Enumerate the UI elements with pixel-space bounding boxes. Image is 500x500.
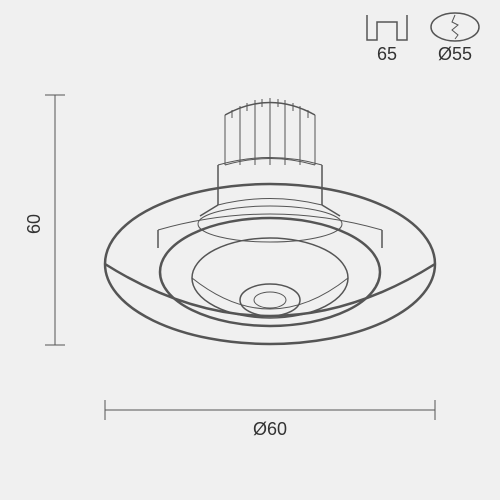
cutout-value: 65	[377, 44, 397, 64]
hole-icon: Ø55	[431, 13, 479, 64]
led-aperture-ellipse	[240, 284, 300, 316]
outer-flange-ellipse	[105, 184, 435, 344]
flange-neck	[158, 205, 382, 248]
led-lens-ellipse	[254, 292, 286, 308]
height-dimension: 60	[24, 95, 65, 345]
width-value: Ø60	[253, 419, 287, 439]
recess-cup-ellipse	[192, 238, 348, 318]
fixture-outline	[105, 98, 435, 344]
width-dimension: Ø60	[105, 400, 435, 439]
cutout-icon: 65	[367, 15, 407, 64]
technical-drawing: 65 Ø55 60 Ø60	[0, 0, 500, 500]
heatsink-fins	[225, 98, 315, 165]
hole-value: Ø55	[438, 44, 472, 64]
recess-cup-depth	[192, 278, 348, 309]
height-value: 60	[24, 214, 44, 234]
